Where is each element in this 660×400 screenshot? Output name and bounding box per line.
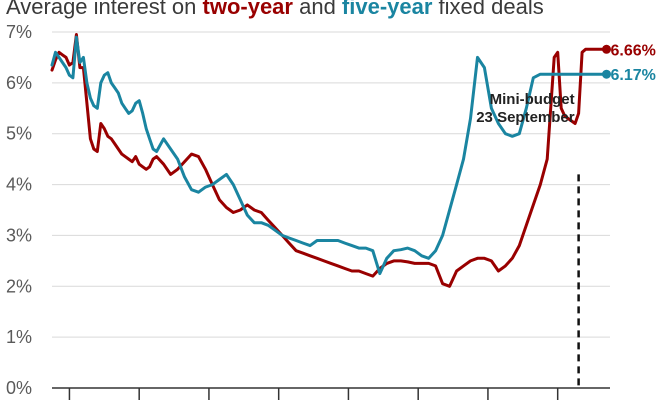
y-axis-tick-labels: 0% 1% 2% 3% 4% 5% 6% 7% xyxy=(6,22,32,398)
y-tick-label: 3% xyxy=(6,225,32,245)
title-middle: and xyxy=(293,0,342,19)
x-axis xyxy=(52,387,610,400)
y-tick-label: 4% xyxy=(6,175,32,195)
y-tick-label: 7% xyxy=(6,22,32,42)
grid-lines xyxy=(52,31,610,338)
end-labels: 6.66% 6.17% xyxy=(602,42,656,84)
series-line-five_year xyxy=(50,35,608,276)
y-tick-label: 2% xyxy=(6,276,32,296)
end-point-five_year xyxy=(602,69,612,79)
end-label-five_year: 6.17% xyxy=(611,67,656,84)
y-tick-label: 6% xyxy=(6,73,32,93)
annotation-text: Mini-budget xyxy=(490,91,575,108)
end-point-two_year xyxy=(602,44,612,54)
series-lines xyxy=(50,33,608,288)
title-five-year: five-year xyxy=(342,0,433,19)
annotation-text: 23 September xyxy=(476,109,575,126)
series-line-two_year xyxy=(50,33,608,288)
title-two-year: two-year xyxy=(203,0,294,19)
y-tick-label: 5% xyxy=(6,124,32,144)
chart-title: Average interest on two-year and five-ye… xyxy=(6,0,544,19)
title-suffix: fixed deals xyxy=(432,0,543,19)
end-label-two_year: 6.66% xyxy=(611,42,656,59)
y-tick-label: 1% xyxy=(6,327,32,347)
title-prefix: Average interest on xyxy=(6,0,203,19)
y-tick-label: 0% xyxy=(6,378,32,398)
